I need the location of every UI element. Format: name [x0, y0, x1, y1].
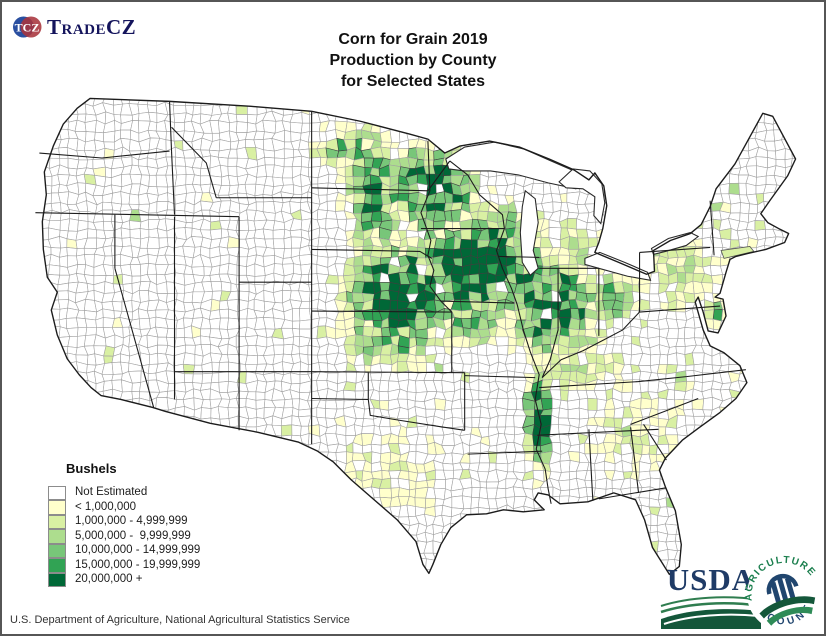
- legend-label: 20,000,000 +: [75, 573, 143, 586]
- legend-swatch: [48, 514, 66, 529]
- legend-label: 1,000,000 - 4,999,999: [75, 515, 188, 528]
- brand-name: TradeCZ: [47, 14, 137, 39]
- legend-label: 15,000,000 - 19,999,999: [75, 558, 201, 571]
- legend-item: < 1,000,000: [48, 500, 200, 515]
- great-lakes: [445, 141, 700, 281]
- state-borders: [35, 101, 746, 504]
- footer-credit: U.S. Department of Agriculture, National…: [10, 614, 350, 626]
- map-title-line3: for Selected States: [340, 73, 486, 90]
- legend-swatch: [48, 543, 66, 558]
- legend-label: < 1,000,000: [75, 500, 137, 513]
- seal-columns-icon: [766, 573, 799, 603]
- legend-swatch: [48, 572, 66, 587]
- legend-title: Bushels: [66, 461, 117, 476]
- legend-label: 10,000,000 - 14,999,999: [75, 544, 201, 557]
- map-title: Corn for Grain 2019 Production by County…: [2, 29, 824, 92]
- map-title-line2: Production by County: [329, 52, 497, 69]
- legend-item: Not Estimated: [48, 485, 200, 500]
- usda-wordmark: USDA: [666, 562, 756, 597]
- legend-item: 15,000,000 - 19,999,999: [48, 558, 200, 573]
- us-outline: [41, 97, 797, 576]
- tradecz-badge-icon: TCZ: [13, 16, 42, 38]
- tradecz-logo: TCZ TradeCZ: [12, 13, 136, 41]
- legend-label: 5,000,000 - 9,999,999: [75, 529, 191, 542]
- agriculture-counts-seal: AGRICULTURE COUNTS: [744, 554, 824, 634]
- legend-swatch: [48, 500, 66, 515]
- legend-item: 1,000,000 - 4,999,999: [48, 514, 200, 529]
- legend-rows: Not Estimated < 1,000,000 1,000,000 - 4,99…: [48, 485, 200, 587]
- legend-swatch: [48, 558, 66, 573]
- map-title-line1: Corn for Grain 2019: [338, 31, 488, 48]
- badge-text: TCZ: [15, 21, 40, 35]
- legend-swatch: [48, 529, 66, 544]
- legend-label: Not Estimated: [75, 486, 148, 499]
- map-legend: Bushels Not Estimated < 1,000,000 1,000,00…: [48, 461, 200, 587]
- legend-swatch: [48, 485, 66, 500]
- legend-item: 5,000,000 - 9,999,999: [48, 529, 200, 544]
- legend-item: 20,000,000 +: [48, 572, 200, 587]
- legend-item: 10,000,000 - 14,999,999: [48, 543, 200, 558]
- seal-fields-icon: [759, 596, 816, 626]
